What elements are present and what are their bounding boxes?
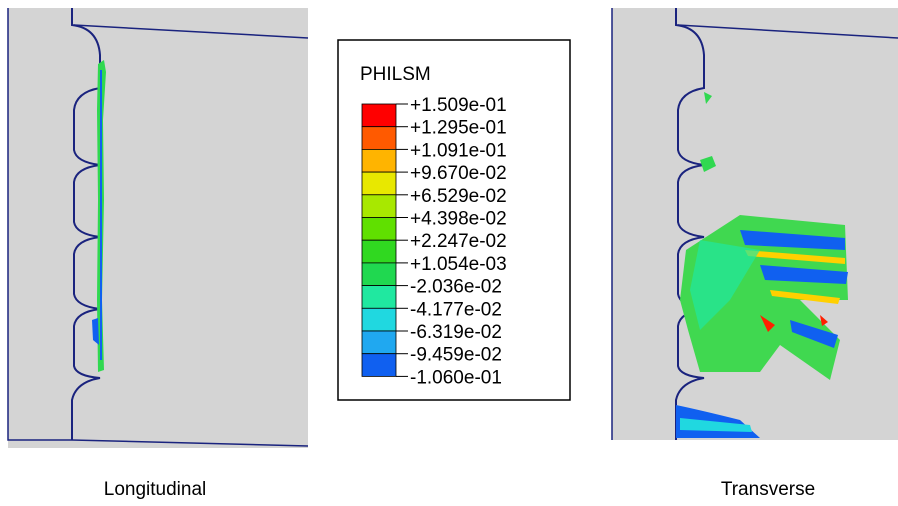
- transverse-model: [611, 8, 898, 440]
- legend-label: -2.036e-02: [410, 277, 502, 298]
- legend-swatch: [361, 330, 397, 355]
- legend-swatch: [361, 194, 397, 218]
- legend-label: +1.091e-01: [410, 140, 507, 161]
- legend-swatch: [361, 103, 397, 128]
- legend-label: -6.319e-02: [410, 322, 502, 343]
- legend-swatch: [361, 126, 397, 150]
- legend: PHILSM +1.509e-01+1.295e-01+1.091e-01+9.…: [337, 39, 571, 401]
- longitudinal-model: [7, 8, 309, 448]
- legend-label: -1.060e-01: [410, 367, 502, 388]
- legend-label: +6.529e-02: [410, 186, 507, 207]
- legend-swatch: [361, 262, 397, 286]
- legend-swatch: [361, 285, 397, 309]
- legend-swatch: [361, 171, 397, 196]
- caption: Longitudinal: [104, 479, 206, 500]
- legend-label: +4.398e-02: [410, 209, 507, 230]
- legend-label: +1.295e-01: [410, 118, 507, 139]
- legend-label: +2.247e-02: [410, 231, 507, 252]
- legend-label: -9.459e-02: [410, 345, 502, 366]
- legend-label: +9.670e-02: [410, 163, 507, 184]
- legend-swatch: [361, 353, 397, 377]
- legend-swatch: [361, 148, 397, 173]
- legend-label: -4.177e-02: [410, 299, 502, 320]
- legend-label: +1.054e-03: [410, 254, 507, 275]
- legend-swatch: [361, 307, 397, 332]
- legend-label: +1.509e-01: [410, 95, 507, 116]
- legend-swatch: [361, 239, 397, 264]
- legend-swatch: [361, 217, 397, 241]
- legend-title: PHILSM: [360, 64, 431, 85]
- caption: Transverse: [721, 479, 815, 500]
